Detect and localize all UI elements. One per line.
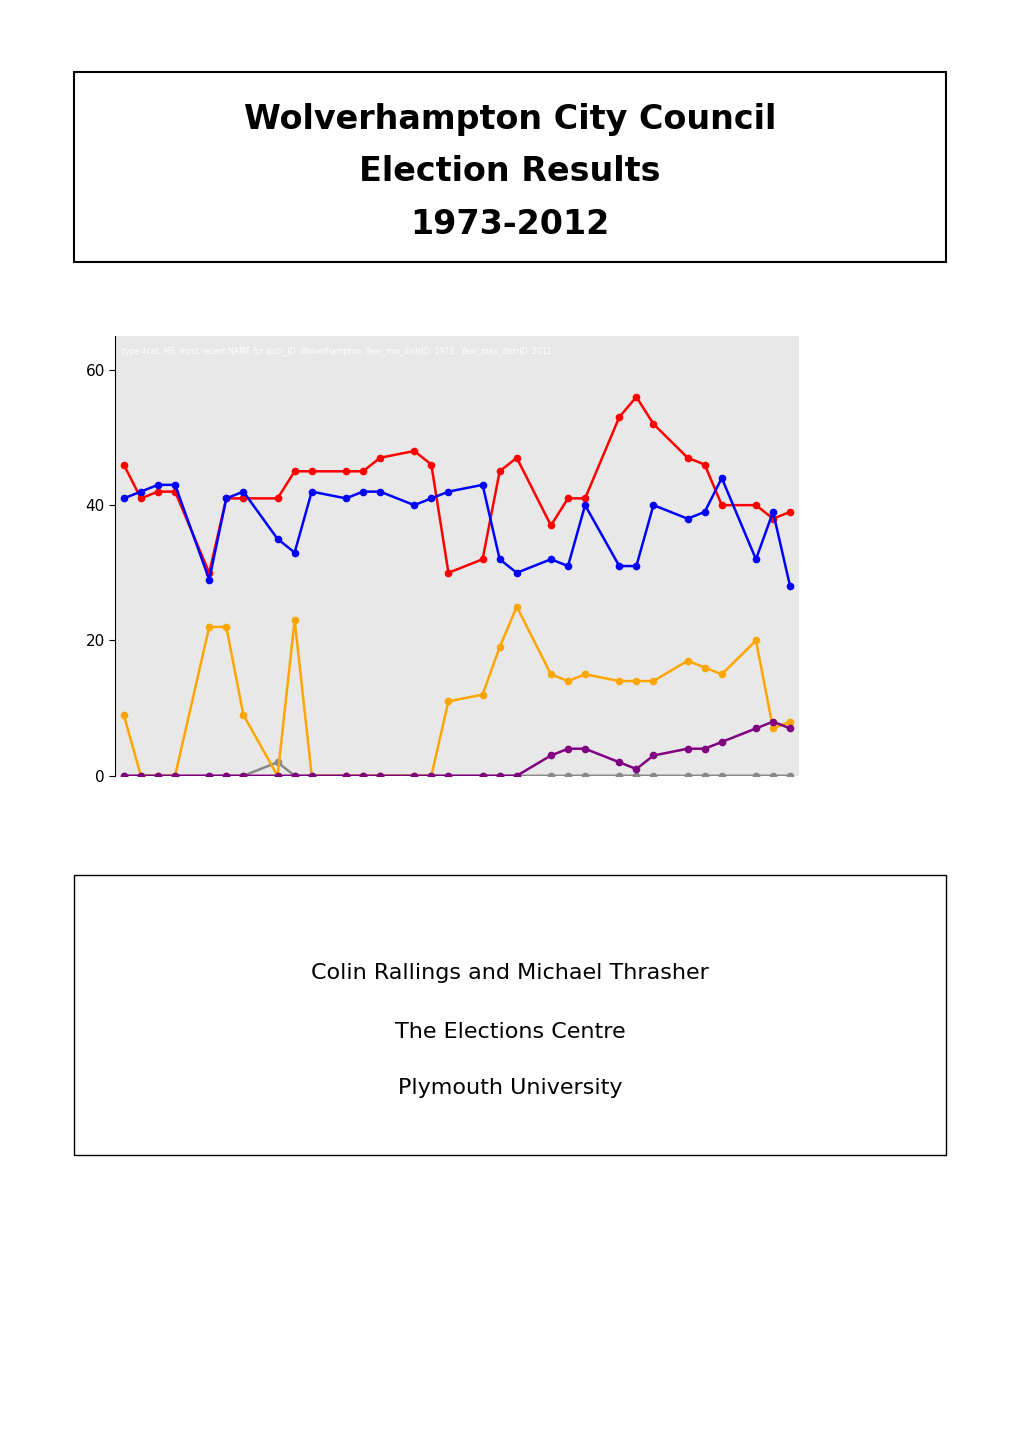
- Text: 1973-2012: 1973-2012: [410, 208, 609, 241]
- FancyBboxPatch shape: [74, 875, 945, 1155]
- Text: Election Results: Election Results: [359, 154, 660, 187]
- FancyBboxPatch shape: [74, 72, 945, 262]
- Text: Colin Rallings and Michael Thrasher: Colin Rallings and Michael Thrasher: [311, 963, 708, 983]
- Text: The Elections Centre: The Elections Centre: [394, 1022, 625, 1043]
- Text: Wolverhampton City Council: Wolverhampton City Council: [244, 104, 775, 136]
- Text: type 4cat: MB, most recent NAME for distr_ID: Wolverhampton, Year_min_distrID: 1: type 4cat: MB, most recent NAME for dist…: [122, 348, 551, 356]
- Text: Plymouth University: Plymouth University: [397, 1079, 622, 1097]
